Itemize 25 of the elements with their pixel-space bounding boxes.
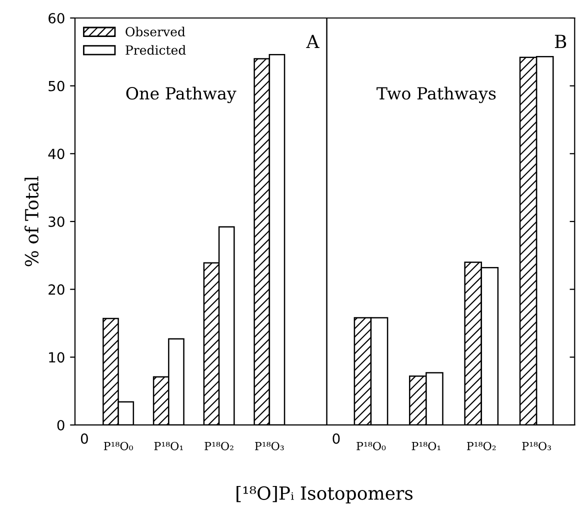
x-tick-label: P¹⁸O₀	[104, 442, 133, 450]
text: 0	[80, 433, 88, 444]
text: Two Pathways	[376, 86, 496, 104]
y-tick-label: 20	[48, 284, 64, 295]
y-tick-label: 50	[48, 80, 64, 92]
x-tick-label: P¹⁸O₂	[467, 442, 496, 450]
y-tick-label: 60	[48, 12, 64, 24]
y-axis-title: % of Total	[24, 176, 39, 266]
text: 0	[332, 433, 340, 444]
y-tick-label: 30	[48, 216, 64, 227]
text: One Pathway	[126, 86, 236, 104]
x-axis-title: [¹⁸O]Pᵢ Isotopomers	[236, 486, 413, 504]
y-tick-label: 0	[57, 420, 64, 430]
y-tick-label: 10	[49, 352, 64, 363]
x-tick-label: P¹⁸O₀	[356, 442, 386, 450]
annotation: A	[306, 34, 320, 48]
legend-label: Predicted	[126, 45, 186, 55]
annotation: B	[554, 34, 566, 48]
x-tick-label: P¹⁸O₃	[522, 442, 551, 450]
x-tick-label: P¹⁸O₂	[204, 442, 234, 450]
y-tick-label: 40	[48, 148, 64, 160]
x-tick-label: P¹⁸O₁	[154, 442, 183, 450]
legend-label: Observed	[126, 26, 186, 36]
x-tick-label: P¹⁸O₃	[255, 442, 284, 450]
x-tick-label: P¹⁸O₁	[412, 442, 440, 450]
